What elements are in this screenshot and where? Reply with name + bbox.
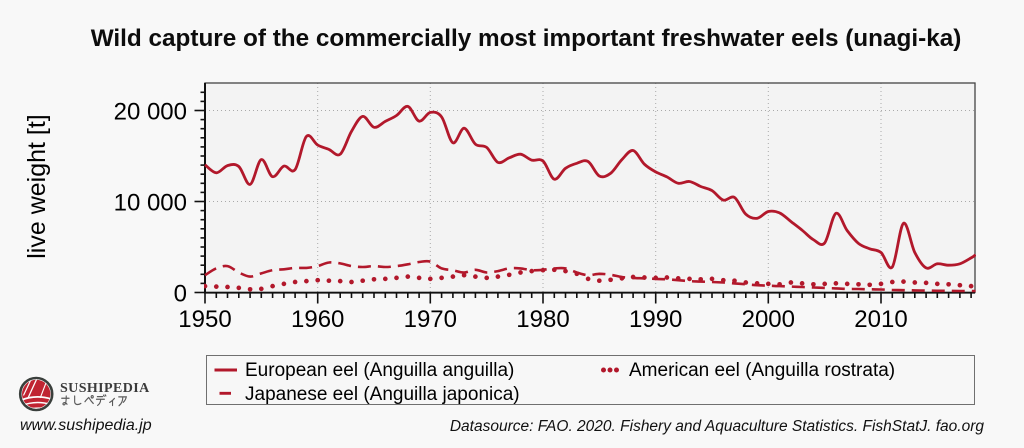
svg-text:2010: 2010 xyxy=(854,306,907,333)
svg-text:1990: 1990 xyxy=(629,306,682,333)
svg-text:1970: 1970 xyxy=(404,306,457,333)
svg-text:1950: 1950 xyxy=(178,306,231,333)
svg-text:1980: 1980 xyxy=(516,306,569,333)
svg-text:0: 0 xyxy=(174,280,187,307)
svg-text:1960: 1960 xyxy=(291,306,344,333)
svg-text:10 000: 10 000 xyxy=(114,189,187,216)
svg-text:20 000: 20 000 xyxy=(114,98,187,125)
svg-text:live weight [t]: live weight [t] xyxy=(23,114,51,259)
svg-text:2000: 2000 xyxy=(742,306,795,333)
